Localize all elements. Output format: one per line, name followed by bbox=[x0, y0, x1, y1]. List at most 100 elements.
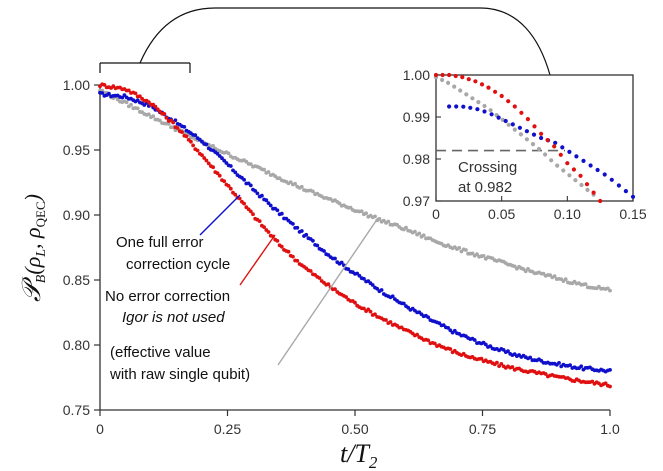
data-point bbox=[608, 289, 612, 293]
inset-data-point bbox=[525, 137, 529, 141]
data-point bbox=[129, 103, 133, 107]
data-point bbox=[256, 192, 260, 196]
data-point bbox=[222, 179, 226, 183]
data-point bbox=[276, 208, 280, 212]
inset-data-point bbox=[531, 142, 535, 146]
data-point bbox=[280, 245, 284, 249]
data-point bbox=[125, 100, 129, 104]
data-point bbox=[176, 126, 180, 130]
inset-y-tick-label: 1.00 bbox=[403, 67, 430, 83]
inset-data-point bbox=[473, 79, 477, 83]
annotation-blue-line1: One full error bbox=[116, 234, 204, 251]
inset-data-point bbox=[460, 75, 464, 79]
inset-data-point bbox=[560, 145, 564, 149]
data-point bbox=[280, 212, 284, 216]
data-point bbox=[364, 211, 368, 215]
inset-data-point bbox=[559, 153, 563, 157]
inset-x-tick-label: 0.10 bbox=[554, 206, 581, 222]
data-point bbox=[417, 232, 421, 236]
data-point bbox=[300, 185, 304, 189]
y-axis-label: 𝒫B(ρL, ρQEC) bbox=[17, 194, 49, 302]
inset-data-point bbox=[440, 78, 444, 82]
inset-data-point bbox=[507, 123, 511, 127]
data-point bbox=[205, 142, 209, 146]
data-point bbox=[191, 144, 195, 148]
data-point bbox=[322, 249, 326, 253]
inset-data-point bbox=[624, 189, 628, 193]
data-point bbox=[309, 269, 313, 273]
y-tick-label: 1.00 bbox=[63, 77, 90, 93]
data-point bbox=[384, 318, 388, 322]
data-point bbox=[229, 164, 233, 168]
inset-data-point bbox=[497, 116, 501, 120]
inset-data-point bbox=[490, 112, 494, 116]
inset-data-point bbox=[567, 173, 571, 177]
data-point bbox=[464, 248, 468, 252]
inset-data-point bbox=[579, 183, 583, 187]
inset-data-point bbox=[470, 96, 474, 100]
inset-data-point bbox=[454, 104, 458, 108]
data-point bbox=[608, 368, 612, 372]
inset-data-point bbox=[549, 158, 553, 162]
data-point bbox=[422, 233, 426, 237]
inset-data-point bbox=[458, 88, 462, 92]
inset-data-point bbox=[441, 73, 445, 77]
inset-data-point bbox=[482, 109, 486, 113]
x-tick-label: 0 bbox=[96, 421, 104, 437]
inset-data-point bbox=[526, 117, 530, 121]
data-point bbox=[495, 361, 499, 365]
y-tick-label: 0.75 bbox=[63, 402, 90, 418]
inset-data-point bbox=[610, 178, 614, 182]
inset-data-point bbox=[500, 94, 504, 98]
data-point bbox=[295, 226, 299, 230]
inset-data-point bbox=[598, 199, 602, 203]
inset-data-point bbox=[461, 105, 465, 109]
data-point bbox=[267, 170, 271, 174]
inset-data-point bbox=[447, 73, 451, 77]
data-point bbox=[608, 385, 612, 389]
data-point bbox=[267, 230, 271, 234]
data-point bbox=[258, 219, 262, 223]
inset-data-point bbox=[493, 90, 497, 94]
data-point bbox=[386, 220, 390, 224]
inset-data-point bbox=[489, 108, 493, 112]
data-point bbox=[457, 246, 461, 250]
inset-data-point bbox=[482, 104, 486, 108]
data-point bbox=[260, 194, 264, 198]
inset-data-point bbox=[561, 168, 565, 172]
y-ticks: 0.75 0.80 0.85 0.90 0.95 1.00 bbox=[63, 77, 100, 418]
inset-data-point bbox=[603, 172, 607, 176]
inset-data-point bbox=[574, 154, 578, 158]
x-axis-label: t/T2 bbox=[340, 439, 378, 471]
inset-y-tick-label: 0.97 bbox=[403, 193, 430, 209]
inset-x-tick-label: 0.05 bbox=[488, 206, 515, 222]
y-tick-label: 0.85 bbox=[63, 272, 90, 288]
data-point bbox=[151, 114, 155, 118]
data-point bbox=[311, 239, 315, 243]
inset-data-point bbox=[446, 81, 450, 85]
data-point bbox=[584, 282, 588, 286]
data-point bbox=[564, 277, 568, 281]
data-point bbox=[276, 239, 280, 243]
inset-data-point bbox=[596, 168, 600, 172]
data-point bbox=[262, 168, 266, 172]
inset-data-point bbox=[572, 167, 576, 171]
inset-data-point bbox=[468, 106, 472, 110]
data-point bbox=[269, 204, 273, 208]
inset-x-tick-label: 0 bbox=[432, 206, 440, 222]
data-point bbox=[291, 222, 295, 226]
inset-data-point bbox=[447, 104, 451, 108]
data-point bbox=[242, 178, 246, 182]
inset-data-point bbox=[452, 85, 456, 89]
inset-data-point bbox=[539, 136, 543, 140]
data-point bbox=[251, 212, 255, 216]
inset-data-point bbox=[532, 133, 536, 137]
inset-data-point bbox=[585, 182, 589, 186]
svg-text:t/T2: t/T2 bbox=[340, 439, 378, 471]
data-point bbox=[171, 121, 175, 125]
data-point bbox=[287, 250, 291, 254]
inset-data-point bbox=[585, 188, 589, 192]
data-point bbox=[136, 107, 140, 111]
inset-data-point bbox=[454, 74, 458, 78]
